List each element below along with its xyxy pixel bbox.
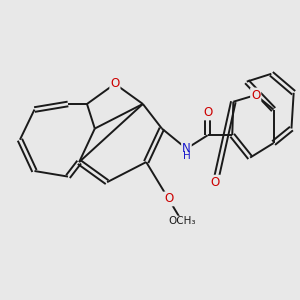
- Text: O: O: [110, 77, 119, 90]
- Text: O: O: [203, 106, 212, 119]
- Text: O: O: [251, 88, 260, 101]
- Text: N: N: [182, 142, 191, 155]
- Text: O: O: [164, 192, 173, 206]
- Text: OCH₃: OCH₃: [168, 216, 196, 226]
- Text: O: O: [211, 176, 220, 189]
- Text: H: H: [183, 151, 190, 161]
